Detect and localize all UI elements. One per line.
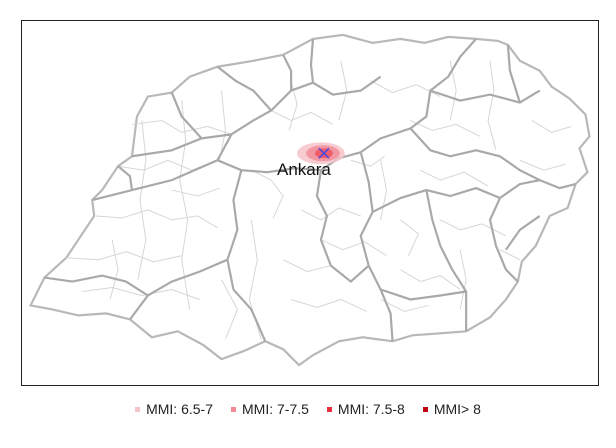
- legend-item-mmi-7-7-5: MMI: 7-7.5: [231, 401, 309, 417]
- legend: MMI: 6.5-7 MMI: 7-7.5 MMI: 7.5-8 MMI> 8: [0, 401, 616, 417]
- district-borders: [66, 60, 572, 340]
- map-panel: Ankara: [21, 20, 599, 386]
- legend-item-mmi-6-5-7: MMI: 6.5-7: [135, 401, 213, 417]
- legend-label: MMI: 7.5-8: [337, 401, 405, 417]
- legend-swatch: [326, 406, 332, 412]
- legend-label: MMI: 7-7.5: [242, 401, 309, 417]
- x-marker-icon: [318, 147, 330, 159]
- legend-item-mmi-7-5-8: MMI: 7.5-8: [326, 401, 405, 417]
- city-label-ankara: Ankara: [277, 160, 331, 179]
- legend-swatch: [231, 406, 236, 412]
- legend-item-mmi-8: MMI> 8: [422, 401, 481, 417]
- legend-swatch: [422, 406, 428, 412]
- region-map: [28, 33, 591, 367]
- legend-label: MMI> 8: [433, 401, 481, 417]
- legend-label: MMI: 6.5-7: [146, 401, 213, 417]
- legend-swatch: [135, 406, 141, 412]
